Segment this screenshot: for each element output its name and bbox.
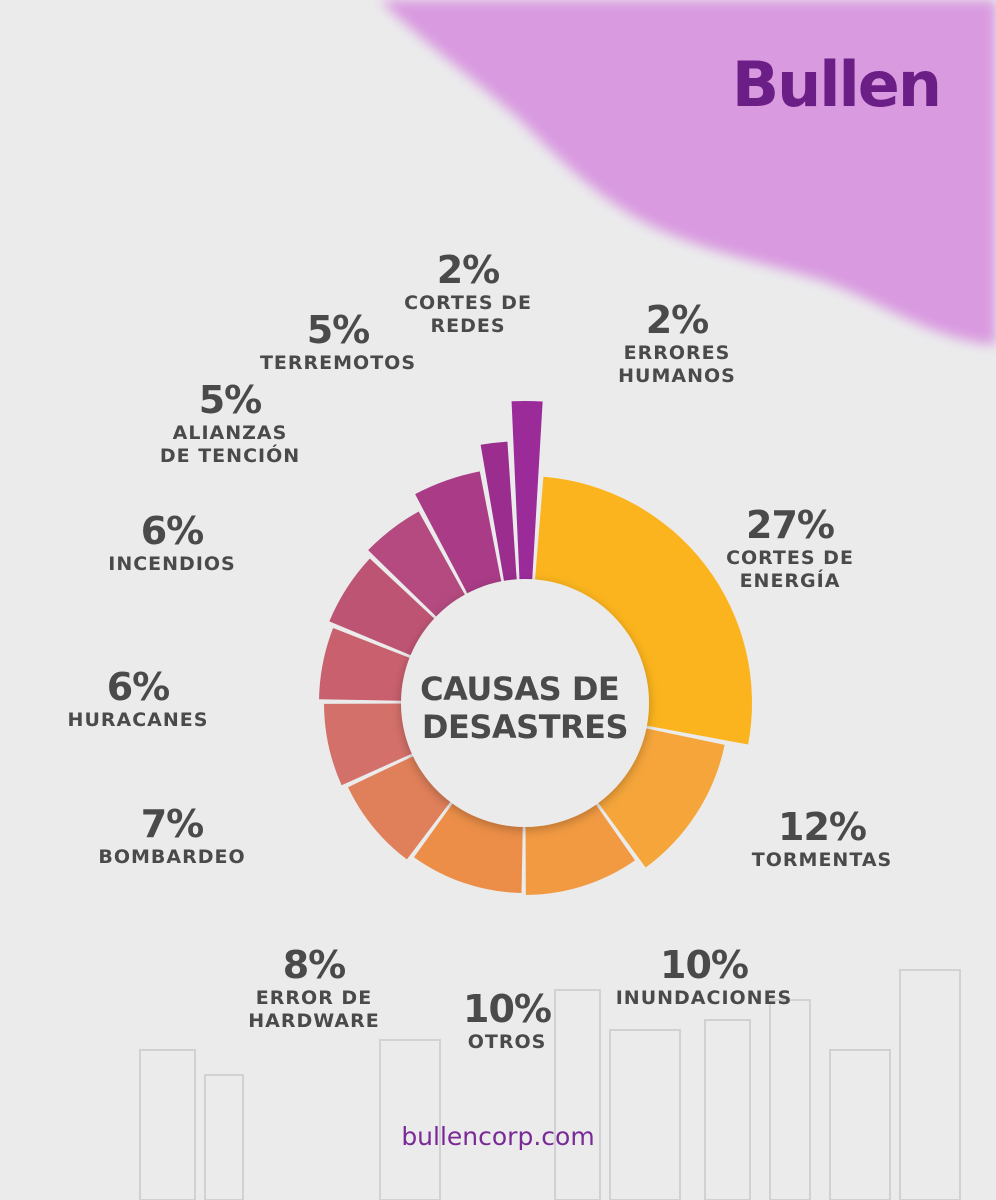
- chart-title-line-2: DESASTRES: [422, 708, 628, 746]
- slice-7-value-label: 6%: [141, 509, 204, 553]
- slice-7: [329, 558, 439, 658]
- slice-5: [324, 703, 418, 786]
- slice-9: [415, 471, 503, 599]
- slice-6-category-label: HURACANES: [68, 709, 209, 731]
- brand-logo: Bullen: [731, 48, 942, 121]
- slice-10-category-label: CORTES DE: [404, 292, 532, 314]
- slice-11: [511, 400, 543, 586]
- slice-6-value-label: 6%: [107, 665, 170, 709]
- slice-9-value-label: 5%: [307, 308, 370, 352]
- slice-9-category-label: TERREMOTOS: [260, 352, 416, 374]
- center-hole: [401, 579, 649, 827]
- slice-4-value-label: 8%: [283, 943, 346, 987]
- slice-0-category-label: CORTES DE: [726, 547, 854, 569]
- slice-11-value-label: 2%: [646, 298, 709, 342]
- slice-5-category-label: BOMBARDEO: [98, 846, 245, 868]
- slice-10: [480, 441, 518, 587]
- slice-11-category-label: HUMANOS: [618, 365, 736, 387]
- slice-6: [319, 628, 416, 701]
- slice-11-category-label: ERRORES: [624, 342, 731, 364]
- slice-4-category-label: HARDWARE: [248, 1010, 379, 1032]
- slice-8-category-label: DE TENCIÓN: [160, 443, 300, 467]
- city-skyline-decoration: [139, 969, 961, 1200]
- chart-title-line-1: CAUSAS DE: [420, 670, 619, 708]
- slice-10-category-label: REDES: [430, 315, 505, 337]
- slice-4: [348, 753, 454, 860]
- slice-4-category-label: ERROR DE: [256, 987, 372, 1009]
- slice-8-value-label: 5%: [199, 378, 262, 422]
- slice-1-value-label: 12%: [778, 805, 866, 849]
- slice-5-value-label: 7%: [141, 802, 204, 846]
- slice-7-category-label: INCENDIOS: [108, 553, 235, 575]
- slice-0: [534, 476, 752, 745]
- slice-3-category-label: OTROS: [468, 1031, 547, 1053]
- footer-url[interactable]: bullencorp.com: [401, 1122, 595, 1151]
- slice-2-value-label: 10%: [660, 943, 748, 987]
- slice-0-value-label: 27%: [746, 503, 834, 547]
- slice-3-value-label: 10%: [463, 987, 551, 1031]
- chart-title: CAUSAS DE DESASTRES: [420, 670, 630, 746]
- slice-1-category-label: TORMENTAS: [752, 849, 892, 871]
- slice-10-value-label: 2%: [437, 248, 500, 292]
- slice-8: [368, 511, 468, 621]
- purple-blob: [380, 0, 996, 345]
- slice-2-category-label: INUNDACIONES: [616, 987, 793, 1009]
- slice-8-category-label: ALIANZAS: [173, 422, 288, 444]
- slice-0-category-label: ENERGÍA: [740, 569, 841, 592]
- chart-labels: 27%CORTES DEENERGÍA12%TORMENTAS10%INUNDA…: [68, 248, 892, 1053]
